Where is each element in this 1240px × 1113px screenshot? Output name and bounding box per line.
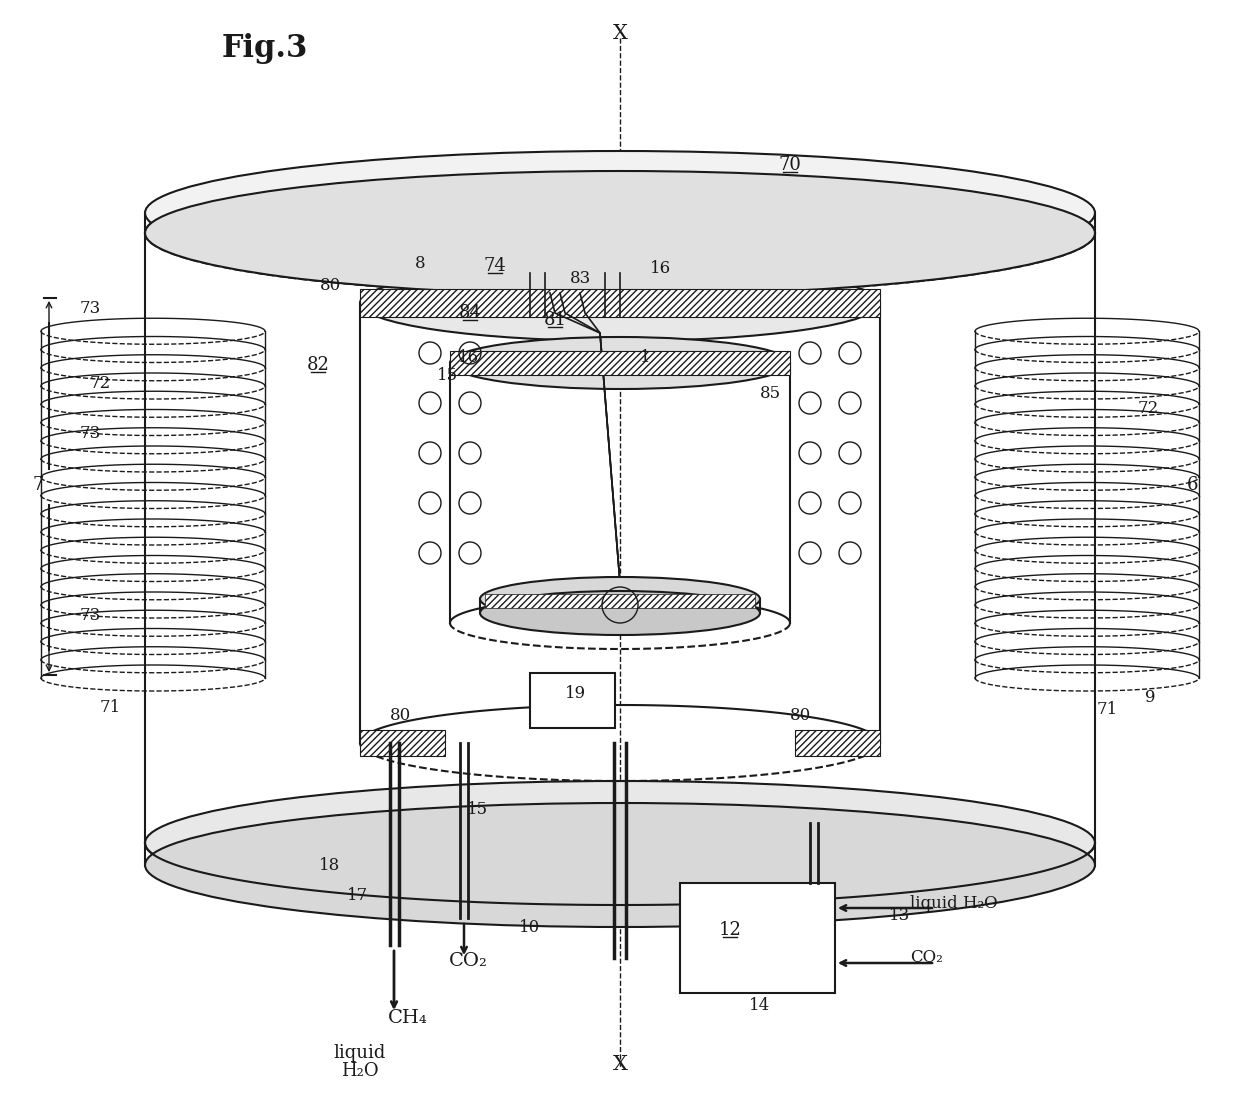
Bar <box>360 730 445 756</box>
Text: 72: 72 <box>89 374 110 392</box>
Text: 73: 73 <box>79 299 100 316</box>
Text: 16: 16 <box>458 348 479 365</box>
Text: 18: 18 <box>320 857 341 874</box>
Text: 70: 70 <box>779 156 801 174</box>
Text: CO₂: CO₂ <box>449 952 487 971</box>
Bar <box>680 883 835 993</box>
Text: 80: 80 <box>389 707 410 723</box>
Ellipse shape <box>145 151 1095 275</box>
Text: 80: 80 <box>790 707 811 723</box>
Bar <box>450 351 790 375</box>
Text: 73: 73 <box>79 424 100 442</box>
Text: 82: 82 <box>306 356 330 374</box>
Text: 15: 15 <box>436 366 458 384</box>
Text: 19: 19 <box>564 684 585 701</box>
Bar <box>795 730 880 756</box>
Text: 72: 72 <box>1137 400 1158 416</box>
Text: 71: 71 <box>1096 701 1117 719</box>
Text: 10: 10 <box>520 919 541 936</box>
Text: 83: 83 <box>569 269 590 286</box>
Text: 8: 8 <box>414 255 425 272</box>
Text: 81: 81 <box>543 311 567 329</box>
Text: liquid H₂O: liquid H₂O <box>910 895 998 912</box>
Ellipse shape <box>450 337 790 390</box>
Ellipse shape <box>145 781 1095 905</box>
Text: liquid: liquid <box>334 1044 386 1062</box>
Ellipse shape <box>480 591 760 636</box>
Text: 16: 16 <box>650 259 671 276</box>
Text: 1: 1 <box>640 348 650 365</box>
Text: 74: 74 <box>484 257 506 275</box>
Text: CO₂: CO₂ <box>910 949 942 966</box>
Text: 15: 15 <box>466 801 487 818</box>
Text: 6: 6 <box>1187 476 1199 494</box>
Text: CH₄: CH₄ <box>388 1009 428 1027</box>
Text: 7: 7 <box>32 476 43 494</box>
Text: 84: 84 <box>459 304 481 322</box>
Text: 73: 73 <box>79 607 100 623</box>
Ellipse shape <box>145 171 1095 295</box>
Bar <box>485 594 755 608</box>
Text: X: X <box>613 1055 627 1074</box>
Ellipse shape <box>360 265 880 341</box>
Text: X: X <box>613 23 627 42</box>
Bar <box>529 673 615 728</box>
Text: 12: 12 <box>718 920 742 939</box>
Text: 14: 14 <box>749 996 770 1014</box>
Ellipse shape <box>145 802 1095 927</box>
Ellipse shape <box>480 577 760 621</box>
Text: 13: 13 <box>889 906 910 924</box>
Text: 85: 85 <box>759 384 780 402</box>
Bar <box>360 289 880 317</box>
Text: Fig.3: Fig.3 <box>222 32 309 63</box>
Text: 17: 17 <box>347 886 368 904</box>
Text: 71: 71 <box>99 699 120 717</box>
Text: 9: 9 <box>1145 689 1156 707</box>
Text: H₂O: H₂O <box>341 1062 378 1080</box>
Text: 80: 80 <box>320 276 341 294</box>
